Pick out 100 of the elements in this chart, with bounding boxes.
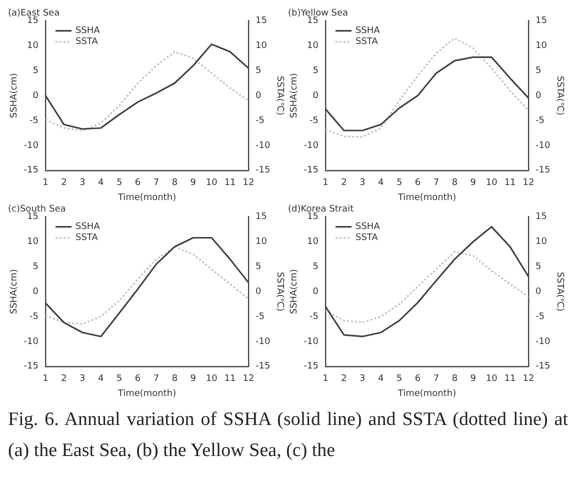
x-tick-label: 1: [42, 374, 48, 384]
y-tick-label: 10: [307, 41, 319, 52]
x-tick-label: 4: [378, 374, 384, 384]
x-axis-title: Time(month): [116, 388, 176, 399]
y-tick-label: -15: [304, 166, 318, 176]
x-tick-label: 3: [80, 178, 86, 188]
y-tick-label: 0: [32, 90, 39, 101]
y-tick-label: 5: [32, 66, 38, 76]
line-series: [46, 246, 248, 325]
x-tick-label: 1: [42, 178, 48, 188]
x-tick-label: 2: [341, 374, 347, 384]
y-tick-label: 10: [27, 41, 39, 52]
y-tick-label: 0: [312, 90, 319, 101]
x-tick-label: 4: [98, 178, 104, 188]
y2-tick-label: 10: [256, 237, 268, 248]
y-tick-label: -15: [24, 362, 38, 372]
y-tick-label: 15: [27, 212, 38, 222]
x-tick-label: 6: [134, 374, 141, 384]
y2-tick-label: -15: [536, 166, 550, 176]
y2-tick-label: 5: [536, 66, 542, 76]
legend-label: SSHA: [76, 222, 101, 232]
y2-tick-label: 10: [536, 237, 548, 248]
y2-tick-label: 10: [256, 41, 268, 52]
y-axis-title: SSHA(cm): [10, 73, 20, 118]
x-tick-label: 1: [322, 178, 328, 188]
y2-tick-label: -5: [256, 116, 264, 126]
y2-tick-label: -10: [256, 140, 270, 151]
y-tick-label: 10: [27, 237, 39, 248]
y2-tick-label: 10: [536, 41, 548, 52]
legend-label: SSHA: [76, 26, 101, 36]
y2-axis-title: SSTA(℃): [274, 272, 284, 312]
y-tick-label: 5: [312, 66, 318, 76]
x-tick-label: 3: [360, 374, 366, 384]
x-tick-label: 9: [190, 178, 196, 188]
x-tick-label: 7: [433, 178, 440, 188]
x-tick-label: 7: [153, 374, 160, 384]
y-tick-label: -10: [304, 140, 319, 151]
y-tick-label: 10: [307, 237, 319, 248]
line-series: [326, 37, 528, 138]
y-tick-label: 0: [312, 286, 319, 297]
y2-tick-label: -5: [256, 312, 264, 322]
y2-tick-label: -10: [536, 140, 550, 151]
y-tick-label: 15: [307, 212, 318, 222]
x-tick-label: 9: [470, 178, 476, 188]
x-tick-label: 11: [224, 374, 236, 384]
x-axis-title: Time(month): [396, 388, 456, 399]
caption: Fig. 6. Annual variation of SSHA (solid line) and SSTA (dotted line) at (a) the East Sea, (b) the Yellow Sea, (c) the: [8, 408, 568, 463]
legend-label: SSTA: [356, 37, 379, 48]
x-tick-label: 5: [116, 374, 122, 384]
x-tick-label: 5: [116, 178, 122, 188]
legend-label: SSTA: [356, 233, 379, 244]
y2-tick-label: -15: [256, 362, 270, 372]
y2-tick-label: 5: [256, 66, 262, 76]
x-tick-label: 9: [190, 374, 196, 384]
y-tick-label: -5: [30, 116, 38, 126]
x-tick-label: 12: [242, 374, 254, 384]
x-tick-label: 12: [242, 178, 254, 188]
x-tick-label: 12: [522, 374, 534, 384]
y2-axis-title: SSTA(℃): [554, 272, 564, 312]
y-tick-label: -10: [24, 140, 39, 151]
line-series: [326, 250, 528, 324]
y2-tick-label: 0: [256, 90, 262, 101]
x-tick-label: 8: [172, 374, 178, 384]
x-tick-label: 12: [522, 178, 534, 188]
y-tick-label: 15: [307, 16, 318, 26]
x-tick-label: 11: [504, 178, 516, 188]
y2-axis-title: SSTA(℃): [554, 76, 564, 116]
y-tick-label: -5: [30, 312, 38, 322]
y2-tick-label: 15: [256, 16, 267, 26]
x-tick-label: 8: [452, 178, 458, 188]
x-tick-label: 6: [134, 178, 141, 188]
legend-label: SSTA: [76, 37, 99, 48]
x-tick-label: 5: [396, 178, 402, 188]
y-axis-title: SSHA(cm): [290, 73, 300, 118]
x-tick-label: 2: [341, 178, 347, 188]
x-tick-label: 10: [206, 178, 218, 188]
x-axis-title: Time(month): [396, 192, 456, 203]
y2-tick-label: -10: [536, 336, 550, 347]
x-tick-label: 9: [470, 374, 476, 384]
y2-tick-label: -5: [536, 312, 544, 322]
y-tick-label: 15: [27, 16, 38, 26]
x-tick-label: 11: [504, 374, 516, 384]
legend-label: SSHA: [356, 26, 381, 36]
x-tick-label: 7: [153, 178, 160, 188]
y2-tick-label: 5: [256, 262, 262, 272]
y2-tick-label: -15: [256, 166, 270, 176]
x-tick-label: 6: [414, 374, 421, 384]
y-tick-label: 5: [32, 262, 38, 272]
y-tick-label: -15: [304, 362, 318, 372]
y-axis-title: SSHA(cm): [10, 269, 20, 314]
x-tick-label: 4: [98, 374, 104, 384]
x-tick-label: 3: [360, 178, 366, 188]
x-tick-label: 5: [396, 374, 402, 384]
y2-tick-label: -15: [536, 362, 550, 372]
x-tick-label: 10: [486, 374, 498, 384]
y2-tick-label: 0: [256, 286, 262, 297]
y-tick-label: 5: [312, 262, 318, 272]
y-tick-label: -10: [24, 336, 39, 347]
legend-label: SSTA: [76, 233, 99, 244]
x-tick-label: 2: [61, 178, 67, 188]
